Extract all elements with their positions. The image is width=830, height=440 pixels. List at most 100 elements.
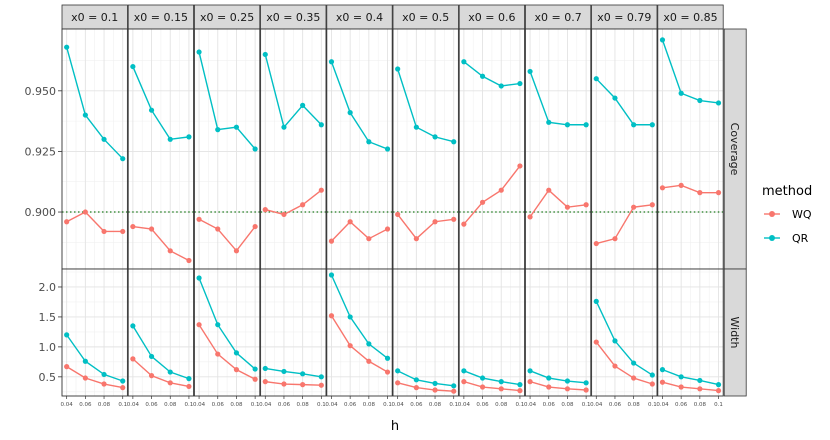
x-tick-label: 0.08: [230, 402, 243, 408]
data-point-qr: [347, 314, 353, 320]
series-line-qr: [463, 370, 521, 386]
data-point-qr: [649, 122, 655, 128]
data-point-wq: [564, 386, 571, 392]
data-point-qr: [659, 367, 666, 373]
data-point-qr: [413, 377, 419, 383]
series-line-wq: [463, 165, 521, 225]
facet-strip-label: x0 = 0.7: [534, 11, 581, 24]
facet-panel: [61, 28, 128, 270]
facet-strip-col: [260, 4, 327, 30]
data-point-wq: [715, 388, 722, 394]
facet-strip-col: [61, 4, 128, 30]
data-point-qr: [697, 377, 703, 384]
x-tick-label: 0.06: [79, 402, 92, 408]
data-point-qr: [262, 51, 268, 58]
series-line-qr: [265, 367, 322, 378]
series-line-qr: [463, 61, 521, 87]
series-line-qr: [198, 277, 256, 370]
data-point-qr: [366, 341, 372, 347]
x-tick-label: 0.06: [675, 402, 688, 408]
facet-strip-col: [525, 4, 592, 30]
data-point-qr: [167, 369, 173, 375]
panel-border: [392, 268, 459, 397]
data-point-wq: [328, 313, 335, 319]
data-point-wq: [281, 211, 287, 218]
legend-label: QR: [792, 232, 809, 245]
data-point-wq: [678, 182, 684, 188]
data-point-wq: [130, 356, 136, 362]
facet-panel: [193, 28, 261, 270]
data-point-wq: [384, 369, 391, 375]
facet-strip-row-label: Width: [728, 317, 741, 349]
data-point-wq: [233, 248, 240, 254]
data-point-wq: [593, 240, 599, 247]
data-point-wq: [101, 228, 107, 235]
data-point-wq: [64, 364, 70, 370]
data-point-wq: [479, 199, 486, 205]
data-point-wq: [262, 379, 268, 385]
data-point-qr: [64, 332, 70, 338]
data-point-wq: [186, 257, 192, 264]
data-point-wq: [82, 375, 88, 381]
data-point-qr: [612, 95, 618, 101]
facet-strip-label: x0 = 0.6: [468, 11, 515, 24]
data-point-wq: [498, 187, 504, 193]
series-line-qr: [132, 325, 190, 380]
data-point-wq: [517, 163, 523, 169]
data-point-qr: [82, 112, 88, 118]
panel-border: [260, 268, 327, 397]
series-line-wq: [463, 380, 520, 392]
x-tick-label: 0.06: [212, 402, 225, 408]
x-tick-label: 0.1: [383, 402, 392, 408]
data-point-wq: [148, 373, 155, 379]
data-point-qr: [300, 102, 306, 108]
x-tick-label: 0.04: [325, 402, 338, 408]
data-point-wq: [366, 358, 372, 364]
facet-panel: 0.04 0.06 0.08 0.1: [656, 268, 724, 408]
y-tick-label: 0.950: [25, 85, 57, 98]
x-tick-label: 0.06: [145, 402, 158, 408]
x-tick-label: 0.08: [429, 402, 442, 408]
series-line-qr: [397, 370, 454, 387]
data-point-wq: [461, 379, 467, 385]
data-point-wq: [196, 216, 202, 222]
data-point-wq: [527, 214, 533, 220]
data-point-qr: [395, 66, 401, 72]
x-tick-label: 0.04: [61, 402, 74, 408]
data-point-qr: [252, 146, 258, 152]
data-point-qr: [130, 63, 136, 70]
data-point-qr: [186, 376, 192, 382]
data-point-wq: [451, 216, 457, 222]
data-point-wq: [347, 219, 353, 225]
data-point-wq: [583, 202, 589, 208]
data-point-wq: [281, 381, 287, 387]
data-point-qr: [432, 380, 438, 387]
data-point-qr: [101, 371, 107, 378]
data-point-qr: [546, 375, 552, 381]
data-point-qr: [252, 366, 258, 372]
data-point-qr: [451, 383, 457, 389]
data-point-wq: [498, 386, 504, 392]
data-point-wq: [186, 383, 192, 390]
data-point-qr: [612, 338, 618, 344]
data-point-qr: [120, 378, 126, 384]
data-point-qr: [498, 83, 504, 89]
facet-panel: 0.04 0.06 0.08 0.1: [458, 268, 526, 408]
data-point-qr: [148, 353, 155, 360]
x-tick-label: 0.04: [656, 402, 669, 408]
data-point-wq: [413, 385, 419, 391]
data-point-wq: [366, 236, 372, 242]
data-point-qr: [328, 272, 335, 278]
series-line-wq: [529, 189, 587, 218]
series-line-qr: [264, 54, 322, 129]
data-point-wq: [215, 226, 221, 232]
data-point-qr: [384, 355, 391, 361]
facet-strip-label: x0 = 0.35: [266, 11, 320, 24]
series-line-wq: [662, 381, 719, 392]
facet-strip-label: x0 = 0.15: [134, 11, 188, 24]
data-point-wq: [300, 202, 306, 208]
data-point-qr: [328, 59, 335, 65]
y-tick-label: 0.5: [39, 371, 57, 384]
data-point-wq: [347, 343, 353, 349]
